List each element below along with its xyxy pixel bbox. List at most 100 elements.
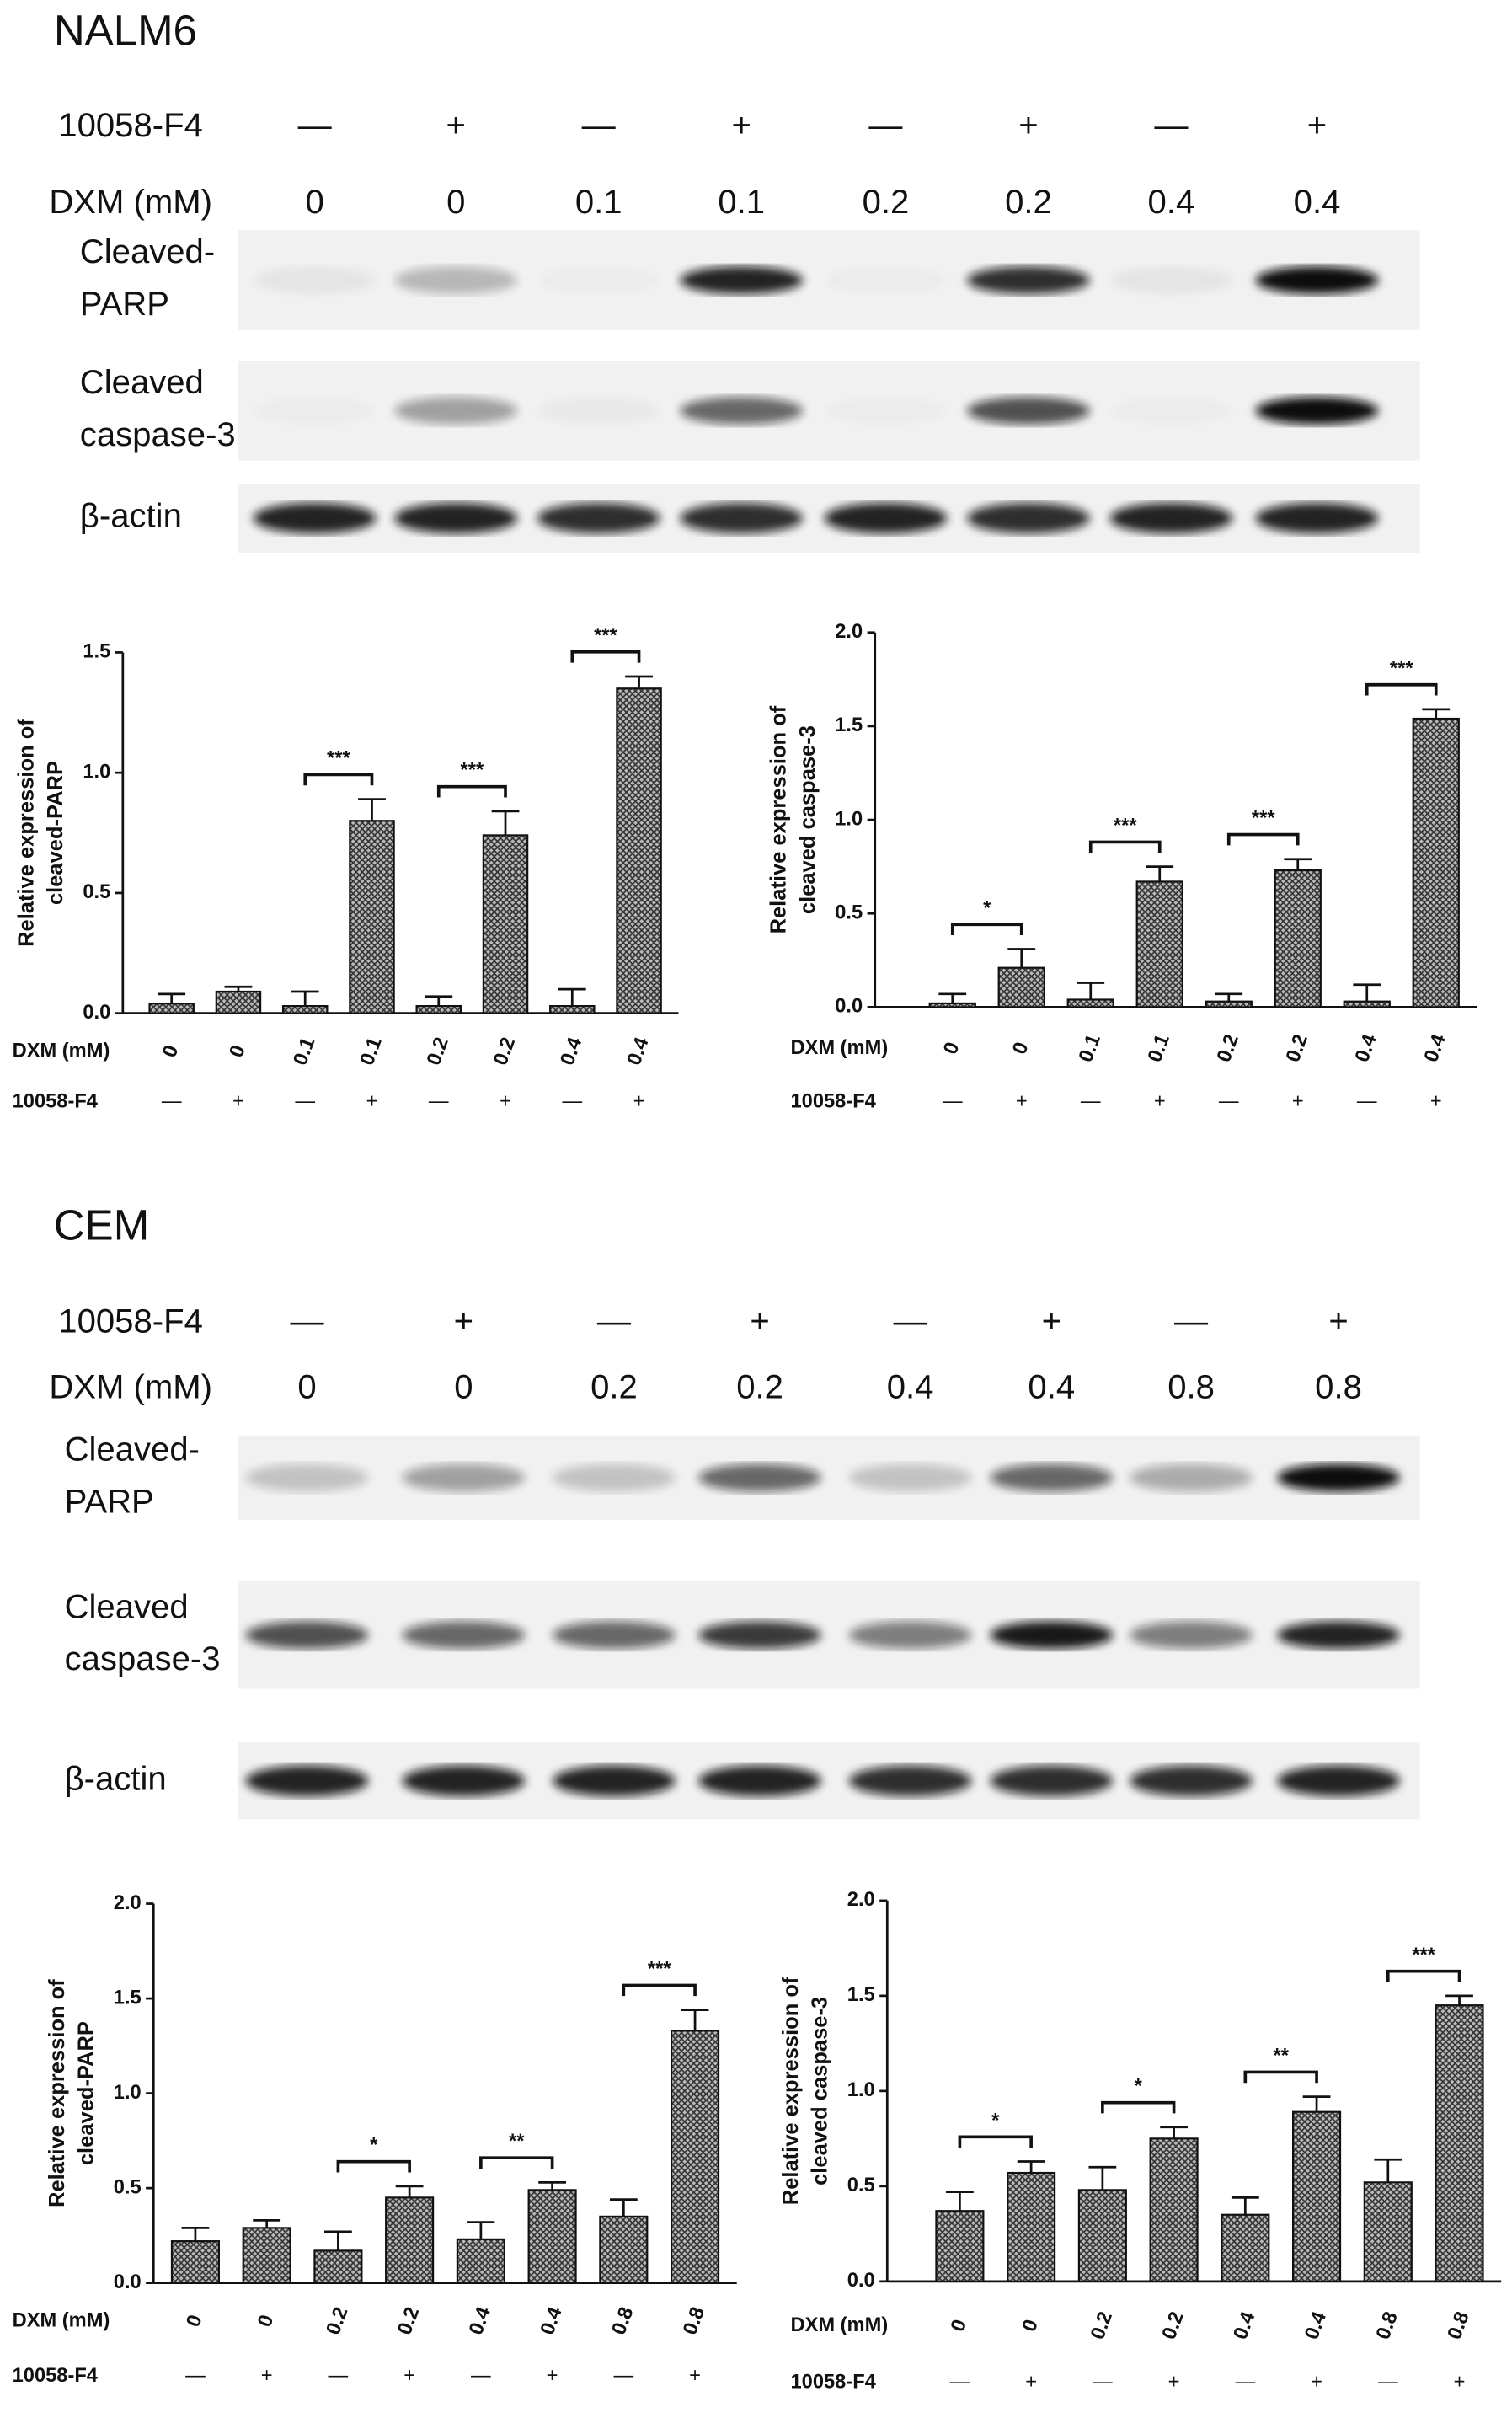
bar (482, 834, 529, 1014)
treatment-sign: + (1292, 1091, 1304, 1113)
treatment-sign: + (1430, 1091, 1442, 1113)
error-bar (1160, 2126, 1188, 2139)
bar (415, 1005, 462, 1014)
x-tick-label: 0.4 (1420, 1031, 1451, 1066)
blot-band (402, 1463, 526, 1492)
y-tick-label: 1.0 (114, 2082, 142, 2104)
dose: 0.4 (1028, 1369, 1075, 1406)
significance-bracket (1243, 2070, 1318, 2084)
treatment-sign: + (1328, 1303, 1348, 1340)
blot-band (967, 502, 1090, 534)
significance-label: *** (1114, 816, 1137, 837)
bar (385, 2196, 435, 2284)
blot-band (1109, 266, 1233, 294)
bar (1205, 1000, 1253, 1008)
bar (313, 2249, 363, 2284)
y-tick-label: 0.0 (114, 2271, 142, 2293)
blot-band (1277, 1621, 1400, 1650)
y-axis-label: Relative expression of (767, 705, 790, 933)
treatment-sign: + (1311, 2371, 1322, 2393)
x-tick-label: 0.2 (394, 2304, 425, 2338)
dose: 0.4 (887, 1369, 934, 1406)
x-tick-label: 0.2 (423, 1035, 453, 1068)
x-tick-label: 0 (254, 2312, 278, 2330)
treatment-label: 10058-F4 (13, 2365, 99, 2387)
x-tick-label: 0 (183, 2312, 207, 2330)
treatment-sign: + (403, 2365, 415, 2387)
significance-label: *** (461, 760, 484, 782)
error-bar (945, 2191, 974, 2212)
blot-band (848, 1621, 972, 1650)
x-tick-label: 0.2 (1282, 1031, 1312, 1065)
treatment-sign: — (162, 1091, 182, 1113)
treatment-sign: — (1081, 1091, 1101, 1113)
blot-band (848, 1765, 972, 1796)
y-tick-label: 0.0 (83, 1002, 110, 1024)
error-bar (181, 2227, 210, 2242)
row-label: β-actin (65, 1760, 167, 1797)
y-axis-label: cleaved-PARP (75, 2021, 99, 2165)
bar (1077, 2189, 1127, 2282)
bar (1149, 2137, 1199, 2282)
blot-band (698, 1765, 821, 1796)
x-tick-label: 0.8 (1444, 2308, 1474, 2342)
error-bar (158, 992, 186, 1004)
error-bar (1017, 2160, 1045, 2174)
x-tick-label: 0.4 (1301, 2308, 1332, 2343)
treatment-sign: — (429, 1091, 449, 1113)
treatment-label: 10058-F4 (58, 1303, 203, 1340)
error-bar (1077, 982, 1105, 1000)
row-label: caspase-3 (80, 416, 236, 453)
significance-label: * (983, 897, 991, 919)
treatment-label: 10058-F4 (58, 107, 203, 144)
y-tick-label: 2.0 (847, 1889, 875, 1911)
treatment-sign: — (1154, 107, 1189, 144)
x-tick-label: 0.4 (465, 2303, 495, 2338)
blot-band (1130, 1621, 1253, 1650)
dose: 0.2 (863, 184, 910, 221)
blot-band (1130, 1463, 1253, 1492)
x-tick-label: 0.2 (489, 1035, 520, 1068)
treatment-sign: + (689, 2365, 701, 2387)
blot-band (967, 266, 1090, 294)
x-tick-label: 0.4 (1230, 2308, 1260, 2343)
x-axis-label: DXM (mM) (13, 1040, 110, 1062)
blot-band (253, 502, 377, 534)
y-axis-label: cleaved-PARP (44, 761, 67, 905)
bar (456, 2238, 505, 2284)
significance-label: ** (509, 2131, 525, 2153)
treatment-sign: — (1174, 1303, 1209, 1340)
y-tick-label: 1.5 (114, 1987, 142, 2009)
dose: 0.4 (1148, 184, 1195, 221)
bar (671, 2030, 720, 2284)
blot-band (394, 502, 518, 534)
significance-label: * (991, 2110, 1000, 2132)
error-bar (1146, 865, 1174, 882)
row-label: caspase-3 (65, 1640, 221, 1677)
x-tick-label: 0.4 (1351, 1031, 1381, 1066)
treatment-sign: + (454, 1303, 473, 1340)
blot-band (553, 1621, 676, 1650)
error-bar (538, 2181, 566, 2191)
bar (148, 1003, 195, 1014)
treatment-sign: + (547, 2365, 558, 2387)
y-tick-label: 2.0 (835, 621, 863, 643)
treatment-sign: — (298, 107, 333, 144)
blot-band (1277, 1463, 1400, 1492)
row-label: Cleaved (65, 1588, 189, 1625)
treatment-sign: — (1219, 1091, 1239, 1113)
blot-band (254, 397, 377, 425)
error-bar (395, 2185, 424, 2198)
treatment-sign: — (950, 2371, 970, 2393)
x-tick-label: 0.8 (1372, 2308, 1402, 2342)
bar (997, 966, 1045, 1008)
treatment-sign: — (185, 2365, 206, 2387)
x-tick-label: 0.1 (1144, 1031, 1174, 1065)
treatment-sign: — (868, 107, 903, 144)
treatment-sign: — (471, 2365, 491, 2387)
y-axis-label: Relative expression of (779, 1977, 803, 2205)
significance-bracket (958, 2135, 1033, 2148)
blot-band (402, 1621, 526, 1650)
x-tick-label: 0 (226, 1042, 250, 1060)
bar (281, 1005, 329, 1014)
